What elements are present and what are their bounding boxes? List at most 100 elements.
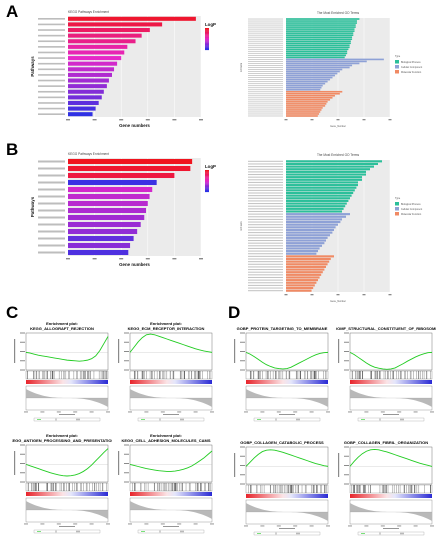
go-term-label bbox=[248, 50, 283, 52]
go-bar bbox=[286, 40, 351, 43]
gsea-rank-gradient bbox=[246, 380, 328, 384]
kegg-tick-label bbox=[119, 258, 124, 260]
gsea-legend-metric bbox=[296, 418, 300, 421]
go-bar bbox=[286, 105, 326, 107]
kegg-bar bbox=[68, 61, 118, 66]
go-term-label bbox=[248, 89, 283, 91]
go-bar bbox=[286, 228, 334, 232]
go-bar bbox=[286, 289, 312, 292]
go-term-label bbox=[248, 213, 283, 215]
gsea-tick-label bbox=[240, 351, 245, 352]
kegg-category-label bbox=[38, 237, 65, 240]
go-term-label bbox=[248, 229, 283, 231]
gsea-tick-label bbox=[56, 523, 61, 525]
gsea-tick-label bbox=[344, 360, 349, 362]
gsea-ylabel bbox=[14, 339, 16, 363]
go-term-label bbox=[248, 258, 283, 260]
gsea-tick-label bbox=[240, 483, 245, 485]
kegg-bar bbox=[68, 89, 104, 94]
kegg-category-label bbox=[38, 244, 65, 247]
gsea-tick-label bbox=[397, 525, 402, 527]
go-bar bbox=[286, 34, 354, 36]
go-bar bbox=[286, 168, 370, 171]
gsea-es-frame bbox=[245, 332, 329, 371]
kegg-bar bbox=[68, 100, 99, 105]
kegg-category-label bbox=[38, 223, 65, 226]
gsea-plot-d1: GOBP_PROTEIN_TARGETING_TO_MEMBRANE bbox=[232, 320, 332, 430]
gsea-hits-frame bbox=[129, 482, 213, 492]
go-bar bbox=[286, 88, 321, 91]
kegg-bar bbox=[68, 84, 107, 89]
go-term-label bbox=[248, 226, 283, 228]
gsea-es-curve bbox=[349, 449, 433, 467]
gsea-hits-frame bbox=[25, 482, 109, 492]
kegg-bar bbox=[68, 28, 150, 33]
go-term-label bbox=[248, 179, 283, 181]
go-bar bbox=[286, 111, 321, 113]
gsea-rank-gradient bbox=[26, 380, 108, 384]
gsea-title: GOBP_COLLAGEN_CATABOLIC_PROCESS bbox=[240, 440, 324, 445]
go-bar bbox=[286, 173, 366, 176]
gsea-tick-label bbox=[240, 360, 245, 362]
kegg-legend-swatch bbox=[205, 177, 209, 179]
kegg-legend-swatch bbox=[205, 30, 209, 32]
go-bar bbox=[286, 84, 323, 87]
kegg-bar bbox=[68, 228, 138, 235]
go-bar bbox=[286, 205, 346, 208]
kegg-category-label bbox=[38, 96, 65, 99]
gsea-rank-gradient bbox=[26, 492, 108, 496]
kegg-legend-swatch bbox=[205, 33, 209, 35]
kegg-bar bbox=[68, 106, 96, 111]
gsea-tick-label bbox=[193, 411, 198, 413]
go-bar bbox=[286, 76, 333, 79]
go-term-label bbox=[248, 200, 283, 202]
go-bar bbox=[286, 64, 353, 67]
kegg-legend-swatch bbox=[205, 31, 209, 33]
go-legend-swatch bbox=[395, 207, 399, 211]
go-bar bbox=[286, 242, 325, 245]
gsea-tick-label bbox=[20, 341, 25, 343]
gsea-tick-label bbox=[106, 523, 110, 525]
gsea-es-curve bbox=[129, 333, 213, 353]
kegg-plot-area bbox=[68, 158, 201, 256]
go-term-label bbox=[248, 69, 283, 70]
kegg-bar bbox=[68, 78, 109, 83]
go-term-label bbox=[248, 65, 283, 66]
gsea-title-prefix: Enrichment plot: bbox=[46, 321, 78, 326]
gsea-tick-label bbox=[430, 525, 434, 527]
kegg-category-label bbox=[38, 62, 65, 65]
kegg-legend-swatch bbox=[205, 28, 209, 30]
gsea-tick-label bbox=[397, 411, 402, 413]
gsea-xlabel bbox=[383, 528, 399, 529]
gsea-tick-label bbox=[240, 341, 245, 343]
go-term-label bbox=[248, 263, 283, 265]
gsea-tick-label bbox=[326, 525, 330, 527]
go-bar bbox=[286, 48, 349, 51]
go-bar bbox=[286, 160, 382, 163]
go-bar bbox=[286, 22, 357, 24]
gsea-es-curve bbox=[245, 449, 329, 467]
go-term-label bbox=[248, 81, 283, 83]
go-bar bbox=[286, 92, 340, 95]
go-bar bbox=[286, 66, 350, 69]
go-term-label bbox=[248, 54, 283, 56]
go-term-label bbox=[248, 168, 283, 170]
gsea-tick-label bbox=[364, 411, 369, 413]
gsea-tick-label bbox=[124, 341, 129, 343]
go-term-label bbox=[248, 20, 283, 22]
gsea-es-frame bbox=[349, 446, 433, 485]
go-term-label bbox=[248, 239, 283, 242]
gsea-es-frame bbox=[25, 444, 109, 483]
kegg-category-label bbox=[38, 51, 65, 54]
panel-letter-d: D bbox=[228, 303, 241, 322]
gsea-tick-label bbox=[124, 351, 129, 352]
gsea-legend-box bbox=[253, 531, 321, 536]
gsea-tick-label bbox=[344, 474, 349, 476]
go-bar bbox=[286, 279, 318, 282]
go-bar bbox=[286, 26, 356, 28]
go-term-label bbox=[248, 18, 283, 20]
go-bar bbox=[286, 46, 350, 49]
go-bar bbox=[286, 231, 333, 234]
gsea-tick-label bbox=[276, 525, 281, 527]
go-bar bbox=[286, 99, 331, 101]
